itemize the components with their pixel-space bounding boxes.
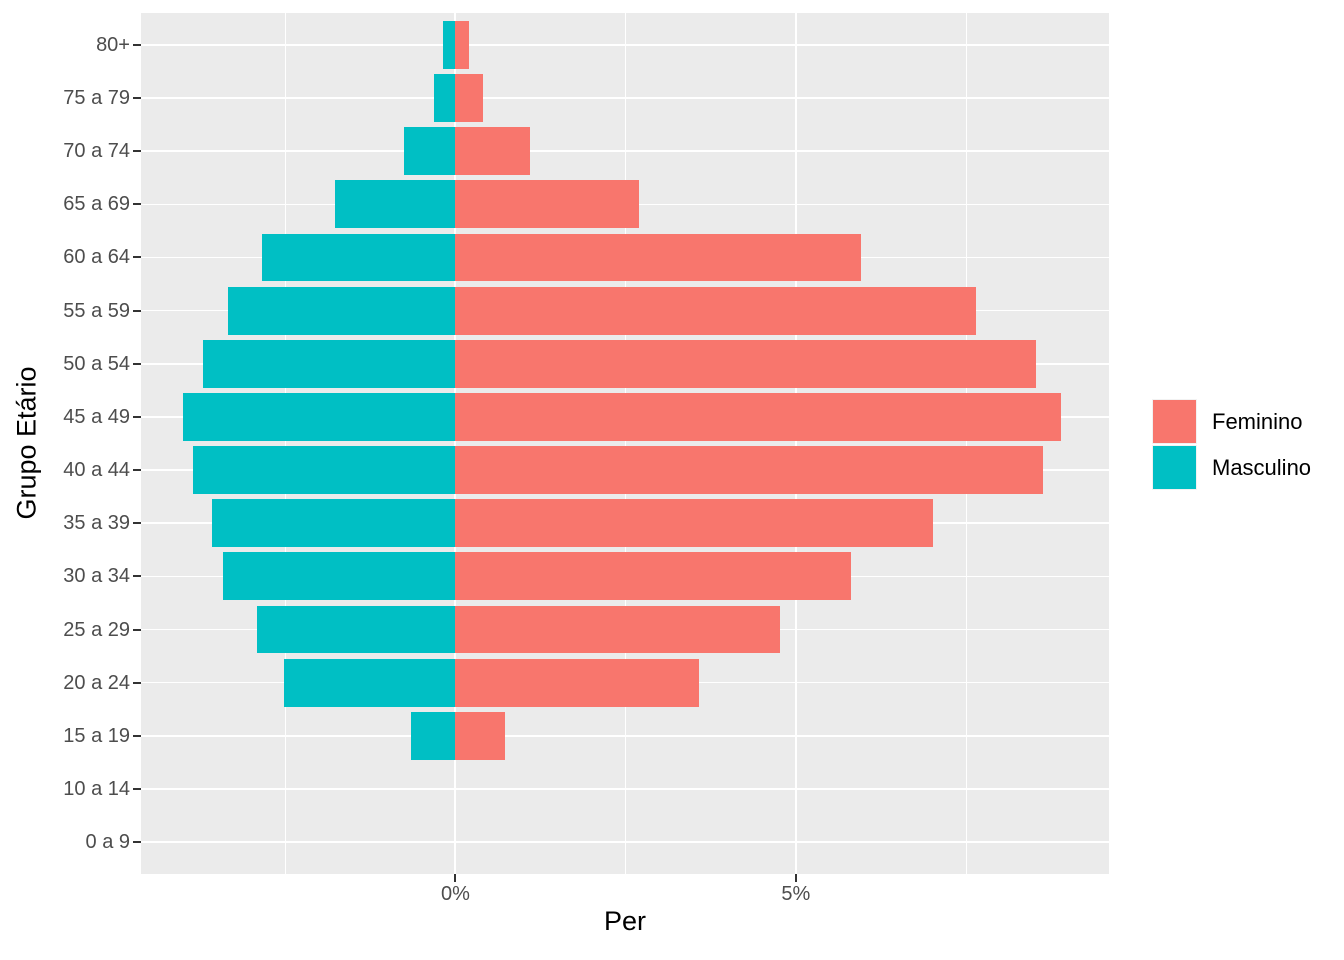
bar-masculino bbox=[223, 552, 456, 601]
x-tick-mark bbox=[454, 874, 457, 882]
y-tick-mark bbox=[133, 256, 141, 259]
bar-masculino bbox=[335, 180, 456, 229]
bar-feminino bbox=[455, 286, 976, 335]
bar-feminino bbox=[455, 127, 530, 176]
y-tick-label: 50 a 54 bbox=[63, 352, 130, 375]
bar-masculino bbox=[443, 20, 456, 69]
plot-panel bbox=[141, 13, 1109, 874]
bar-masculino bbox=[410, 711, 456, 760]
y-tick-label: 0 a 9 bbox=[85, 831, 130, 854]
gridline-major-horizontal bbox=[141, 97, 1109, 99]
y-tick-label: 15 a 19 bbox=[63, 724, 130, 747]
y-tick-label: 35 a 39 bbox=[63, 512, 130, 535]
gridline-major-horizontal bbox=[141, 150, 1109, 152]
y-tick-mark bbox=[133, 362, 141, 365]
bar-masculino bbox=[183, 393, 456, 441]
y-tick-mark bbox=[133, 575, 141, 578]
bar-masculino bbox=[228, 286, 456, 335]
x-tick-label: 5% bbox=[781, 883, 811, 905]
y-tick-label: 20 a 24 bbox=[63, 671, 130, 694]
gridline-major-horizontal bbox=[141, 735, 1109, 737]
bar-feminino bbox=[455, 339, 1037, 388]
legend-key bbox=[1152, 399, 1197, 444]
y-tick-label: 55 a 59 bbox=[63, 299, 130, 322]
gridline-minor-vertical bbox=[965, 13, 967, 874]
legend-swatch-masculino bbox=[1153, 446, 1196, 489]
y-tick-label: 75 a 79 bbox=[63, 87, 130, 110]
y-tick-mark bbox=[133, 841, 141, 844]
y-tick-label: 25 a 29 bbox=[63, 618, 130, 641]
gridline-major-horizontal bbox=[141, 841, 1109, 843]
gridline-major-horizontal bbox=[141, 788, 1109, 790]
bar-masculino bbox=[257, 605, 456, 654]
y-tick-label: 65 a 69 bbox=[63, 193, 130, 216]
gridline-major-horizontal bbox=[141, 44, 1109, 46]
bar-feminino bbox=[455, 393, 1062, 441]
y-tick-mark bbox=[133, 415, 141, 418]
bar-feminino bbox=[455, 446, 1043, 494]
x-axis-title: Per bbox=[603, 906, 647, 936]
bar-masculino bbox=[202, 339, 456, 388]
bar-masculino bbox=[262, 233, 456, 282]
y-tick-label: 45 a 49 bbox=[63, 405, 130, 428]
legend-key bbox=[1152, 445, 1197, 490]
x-tick-label: 0% bbox=[441, 883, 470, 905]
bar-masculino bbox=[433, 74, 456, 122]
y-tick-mark bbox=[133, 150, 141, 153]
y-tick-mark bbox=[133, 522, 141, 525]
legend-label: Masculino bbox=[1212, 454, 1312, 480]
y-tick-mark bbox=[133, 309, 141, 312]
bar-masculino bbox=[404, 127, 456, 176]
legend: Feminino Masculino bbox=[1152, 399, 1311, 491]
legend-label: Feminino bbox=[1212, 408, 1303, 434]
y-tick-mark bbox=[133, 203, 141, 206]
x-tick-mark bbox=[794, 874, 797, 882]
gridline-major-vertical bbox=[454, 13, 457, 874]
bar-feminino bbox=[455, 605, 780, 654]
bar-feminino bbox=[455, 711, 506, 760]
y-tick-mark bbox=[133, 787, 141, 790]
y-tick-label: 70 a 74 bbox=[63, 140, 130, 163]
bar-masculino bbox=[211, 499, 456, 548]
y-tick-mark bbox=[133, 97, 141, 100]
y-tick-label: 60 a 64 bbox=[63, 246, 130, 269]
y-tick-label: 40 a 44 bbox=[63, 459, 130, 482]
gridline-minor-vertical bbox=[625, 13, 627, 874]
bar-feminino bbox=[455, 74, 483, 122]
y-tick-mark bbox=[133, 734, 141, 737]
bar-masculino bbox=[283, 658, 456, 707]
y-axis-title: Grupo Etário bbox=[11, 366, 42, 520]
y-tick-label: 30 a 34 bbox=[63, 565, 130, 588]
y-tick-label: 10 a 14 bbox=[63, 777, 130, 800]
bar-feminino bbox=[455, 658, 700, 707]
bar-feminino bbox=[455, 552, 851, 601]
bar-feminino bbox=[455, 180, 639, 229]
legend-swatch-feminino bbox=[1153, 400, 1196, 443]
legend-item-masculino: Masculino bbox=[1152, 445, 1311, 490]
legend-item-feminino: Feminino bbox=[1152, 399, 1311, 444]
bar-feminino bbox=[455, 499, 934, 548]
y-tick-label: 80+ bbox=[96, 33, 130, 56]
y-tick-mark bbox=[133, 628, 141, 631]
gridline-major-vertical bbox=[794, 13, 797, 874]
bar-masculino bbox=[192, 446, 456, 494]
bar-feminino bbox=[455, 20, 470, 69]
y-tick-mark bbox=[133, 681, 141, 684]
bar-feminino bbox=[455, 233, 861, 282]
y-tick-mark bbox=[133, 43, 141, 46]
y-tick-mark bbox=[133, 469, 141, 472]
gridline-minor-vertical bbox=[284, 13, 286, 874]
